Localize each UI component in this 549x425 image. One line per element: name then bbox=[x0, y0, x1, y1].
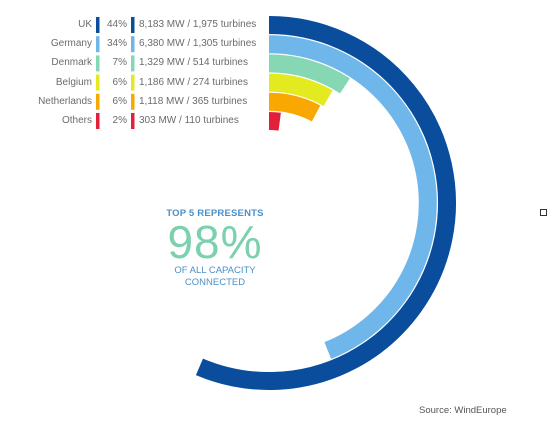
legend-swatch-belgium bbox=[96, 74, 100, 91]
detail-label: 1,118 MW / 365 turbines bbox=[139, 95, 248, 107]
detail-swatch-uk bbox=[131, 17, 135, 33]
detail-swatch-germany bbox=[131, 36, 135, 53]
bar-germany bbox=[268, 35, 437, 359]
detail-swatch-denmark bbox=[131, 55, 135, 72]
detail-label: 1,329 MW / 514 turbines bbox=[139, 57, 248, 69]
share-label: 34% bbox=[106, 38, 127, 50]
country-label: Denmark bbox=[51, 57, 92, 69]
legend-swatch-netherlands bbox=[96, 93, 100, 110]
bar-uk bbox=[195, 16, 456, 390]
share-label: 7% bbox=[112, 57, 127, 69]
small-square-marker bbox=[540, 209, 547, 216]
detail-label: 6,380 MW / 1,305 turbines bbox=[139, 38, 257, 50]
legend-swatch-denmark bbox=[96, 55, 100, 72]
bar-others bbox=[268, 112, 281, 131]
legend-swatch-germany bbox=[96, 36, 100, 53]
detail-label: 303 MW / 110 turbines bbox=[139, 115, 239, 126]
detail-label: 1,186 MW / 274 turbines bbox=[139, 76, 248, 88]
share-label: 2% bbox=[112, 115, 127, 126]
country-label: Belgium bbox=[55, 76, 92, 88]
center-pre-text: TOP 5 REPRESENTS bbox=[166, 208, 264, 219]
center-post-text-2: CONNECTED bbox=[184, 277, 246, 288]
detail-label: 8,183 MW / 1,975 turbines bbox=[139, 19, 257, 30]
detail-swatch-belgium bbox=[131, 74, 135, 91]
share-label: 6% bbox=[112, 95, 127, 107]
legend-swatch-others bbox=[96, 113, 100, 129]
source-note: Source: WindEurope bbox=[419, 405, 507, 416]
detail-swatch-others bbox=[131, 113, 135, 129]
share-label: 6% bbox=[112, 76, 127, 88]
bar-belgium bbox=[268, 73, 333, 107]
country-label: Germany bbox=[50, 38, 92, 50]
bar-denmark bbox=[268, 54, 350, 94]
detail-swatch-netherlands bbox=[131, 93, 135, 110]
center-big-percent: 98% bbox=[167, 216, 263, 268]
country-label: Netherlands bbox=[38, 95, 92, 107]
country-label: Others bbox=[61, 115, 92, 126]
legend-swatch-uk bbox=[96, 17, 100, 33]
country-label: UK bbox=[78, 19, 92, 30]
bar-netherlands bbox=[268, 92, 321, 122]
center-post-text-1: OF ALL CAPACITY bbox=[174, 265, 256, 276]
share-label: 44% bbox=[106, 19, 127, 30]
